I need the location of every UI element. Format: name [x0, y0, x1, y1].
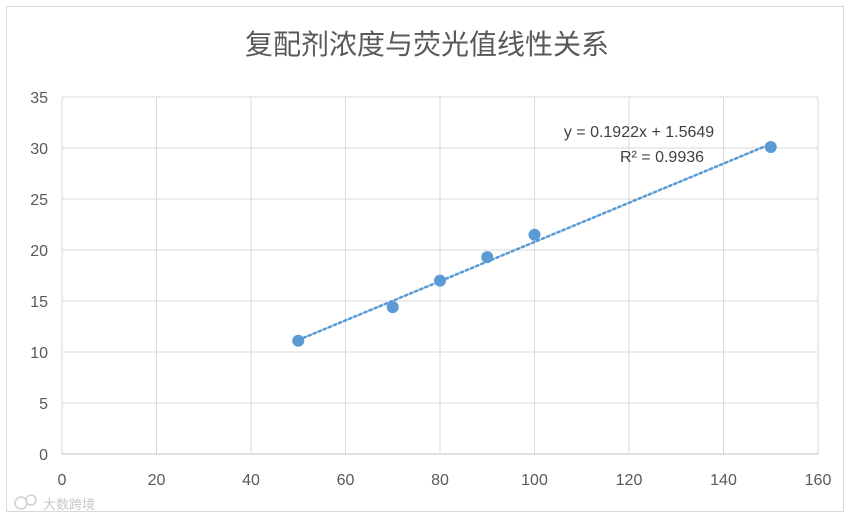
scatter-chart: 复配剂浓度与荧光值线性关系 0 5 10 15 20 25 30 35 0 20 40 60 80 100… [14, 28, 831, 511]
y-tick-label: 30 [30, 141, 48, 158]
y-tick-label: 5 [39, 396, 48, 413]
data-point [434, 274, 446, 287]
watermark-logo-icon-2 [25, 494, 37, 506]
y-tick-label: 15 [30, 294, 48, 311]
tick-labels: 0 5 10 15 20 25 30 35 0 20 40 60 80 100 120 140 160 [30, 90, 831, 489]
x-tick-label: 60 [337, 472, 355, 489]
x-tick-label: 40 [242, 472, 260, 489]
y-tick-label: 25 [30, 192, 48, 209]
data-point [292, 334, 305, 347]
x-tick-label: 0 [58, 472, 67, 489]
x-tick-label: 20 [148, 472, 166, 489]
x-tick-label: 120 [616, 472, 643, 489]
data-point [528, 228, 541, 241]
chart-frame: 复配剂浓度与荧光值线性关系 0 5 10 15 20 25 30 35 0 20 40 60 80 100… [6, 6, 844, 512]
watermark-text: 大数跨境 [43, 498, 95, 511]
y-tick-label: 10 [30, 345, 48, 362]
watermark: 大数跨境 [14, 494, 95, 511]
trendline-equation: y = 0.1922x + 1.5649 R² = 0.9936 [564, 124, 714, 166]
x-tick-label: 140 [710, 472, 737, 489]
x-tick-label: 160 [805, 472, 832, 489]
data-point [481, 251, 494, 264]
x-tick-label: 80 [431, 472, 449, 489]
y-tick-label: 35 [30, 90, 48, 107]
data-point [764, 140, 777, 153]
data-point [386, 301, 399, 314]
chart-title: 复配剂浓度与荧光值线性关系 [245, 28, 609, 61]
data-points [292, 140, 777, 347]
trendline-line [297, 142, 772, 342]
trendline [297, 142, 772, 342]
r-squared-label: R² = 0.9936 [620, 149, 704, 166]
y-tick-label: 20 [30, 243, 48, 260]
equation-label: y = 0.1922x + 1.5649 [564, 124, 714, 141]
watermark-logo-icon [14, 496, 28, 510]
x-tick-label: 100 [521, 472, 548, 489]
y-tick-label: 0 [39, 447, 48, 464]
